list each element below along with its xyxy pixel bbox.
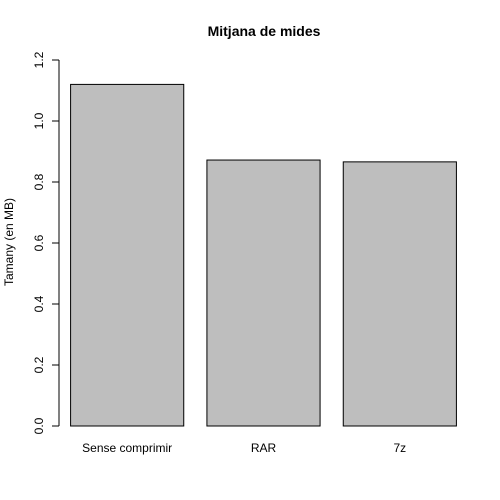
- bar-rar: [206, 159, 321, 427]
- y-tick-label: 1.0: [32, 112, 46, 129]
- y-tick-label: 0.6: [32, 234, 46, 251]
- category-label: Sense comprimir: [82, 441, 172, 455]
- category-label: RAR: [251, 441, 277, 455]
- category-labels: Sense comprimir RAR 7z: [82, 441, 406, 455]
- chart-title: Mitjana de mides: [208, 23, 321, 39]
- category-label: 7z: [393, 441, 406, 455]
- bars: [70, 83, 457, 427]
- bar-7z: [342, 161, 457, 427]
- y-axis: 0.0 0.2 0.4 0.6 0.8 1.0 1.2: [32, 51, 60, 434]
- y-axis-label: Tamany (en MB): [2, 198, 16, 286]
- y-tick-label: 1.2: [32, 51, 46, 68]
- y-tick-label: 0.8: [32, 173, 46, 190]
- bar-sense-comprimir: [70, 83, 185, 427]
- y-tick-label: 0.4: [32, 295, 46, 312]
- y-tick-label: 0.2: [32, 356, 46, 373]
- y-tick-label: 0.0: [32, 417, 46, 434]
